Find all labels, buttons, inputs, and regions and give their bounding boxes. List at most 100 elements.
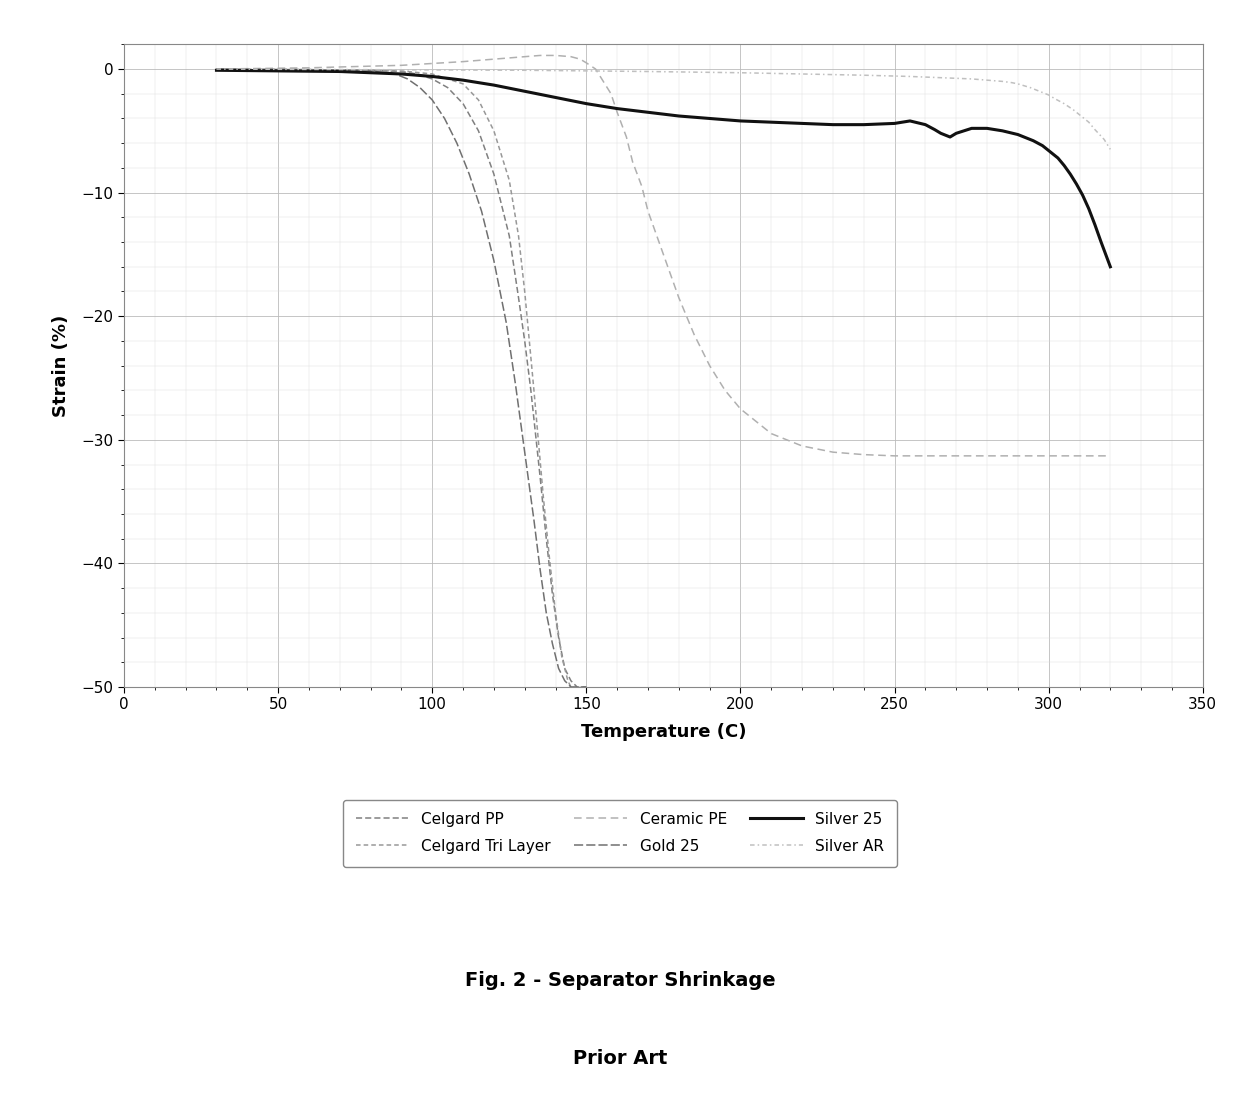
Celgard Tri Layer [210,62,224,75]
Ceramic PE [1011,449,1025,462]
Silver 25 [1102,260,1117,274]
Gold 25 [546,637,560,650]
Silver AR [857,69,872,82]
Celgard Tri Layer [511,229,526,243]
Silver AR [1056,98,1071,111]
Ceramic PE [795,439,810,452]
Silver 25 [270,64,285,78]
Celgard Tri Layer [548,606,563,619]
Celgard PP [301,63,316,76]
Ceramic PE [718,383,733,397]
Silver 25 [1081,202,1096,215]
Silver 25 [579,98,594,111]
Celgard Tri Layer [542,551,557,564]
Silver 25 [887,116,901,130]
Ceramic PE [548,49,563,62]
Silver 25 [1075,188,1090,202]
Ceramic PE [455,55,470,69]
Silver AR [980,73,994,86]
Gold 25 [575,680,590,694]
Ceramic PE [687,328,702,341]
Silver AR [1073,109,1087,122]
Ceramic PE [533,49,548,62]
Celgard PP [455,98,470,111]
Silver AR [795,68,810,81]
Celgard PP [517,335,532,348]
Ceramic PE [517,50,532,63]
Silver 25 [857,117,872,131]
Text: Fig. 2 - Separator Shrinkage: Fig. 2 - Separator Shrinkage [465,971,775,991]
Silver 25 [1035,138,1050,152]
Celgard PP [523,383,538,397]
Silver AR [733,66,748,80]
Ceramic PE [573,52,588,65]
Gold 25 [401,72,415,85]
Silver 25 [942,131,957,144]
Line: Ceramic PE: Ceramic PE [217,55,1110,455]
Silver 25 [733,114,748,127]
Silver AR [1102,143,1117,156]
Celgard Tri Layer [394,64,409,78]
Silver AR [1017,79,1032,92]
Silver 25 [980,122,994,135]
Silver 25 [795,116,810,130]
Celgard Tri Layer [517,285,532,298]
Celgard Tri Layer [486,124,501,137]
Celgard PP [210,62,224,75]
Celgard PP [575,680,590,694]
Silver 25 [903,114,918,127]
Silver 25 [210,63,224,76]
Ceramic PE [594,72,609,85]
Silver AR [965,72,980,85]
Silver 25 [934,126,949,140]
Celgard PP [511,291,526,305]
Ceramic PE [918,449,932,462]
Line: Celgard PP: Celgard PP [217,69,587,687]
Silver 25 [332,65,347,79]
Gold 25 [413,81,428,94]
Celgard PP [551,630,565,644]
Celgard Tri Layer [563,680,578,694]
Celgard PP [546,587,560,601]
Gold 25 [557,674,572,687]
Celgard Tri Layer [471,93,486,106]
Gold 25 [449,136,464,150]
Ceramic PE [579,57,594,70]
Ceramic PE [625,155,640,168]
Silver AR [1087,123,1102,136]
Ceramic PE [604,88,619,101]
Celgard PP [539,532,554,545]
Silver 25 [965,122,980,135]
Celgard Tri Layer [502,174,517,187]
Ceramic PE [826,445,841,459]
Celgard PP [409,68,424,81]
Gold 25 [438,112,453,125]
Silver AR [1023,81,1038,94]
Silver AR [1035,85,1050,99]
Gold 25 [517,445,532,459]
Ceramic PE [857,448,872,461]
Silver 25 [994,124,1009,137]
Ceramic PE [635,179,650,193]
Ceramic PE [733,402,748,416]
Silver 25 [1025,134,1040,147]
Gold 25 [569,680,584,694]
Celgard Tri Layer [536,489,551,502]
Silver AR [949,72,963,85]
Gold 25 [425,93,440,106]
Gold 25 [301,63,316,76]
Celgard PP [502,229,517,243]
Ceramic PE [563,50,578,63]
Ceramic PE [1102,449,1117,462]
Silver AR [1066,103,1081,116]
Ceramic PE [210,62,224,75]
Celgard PP [569,680,584,694]
Ceramic PE [887,449,901,462]
Gold 25 [486,254,501,267]
Silver AR [1011,78,1025,91]
Silver 25 [1063,167,1078,181]
Silver 25 [702,112,717,125]
Gold 25 [363,64,378,78]
Gold 25 [539,606,554,619]
Celgard Tri Layer [527,383,542,397]
